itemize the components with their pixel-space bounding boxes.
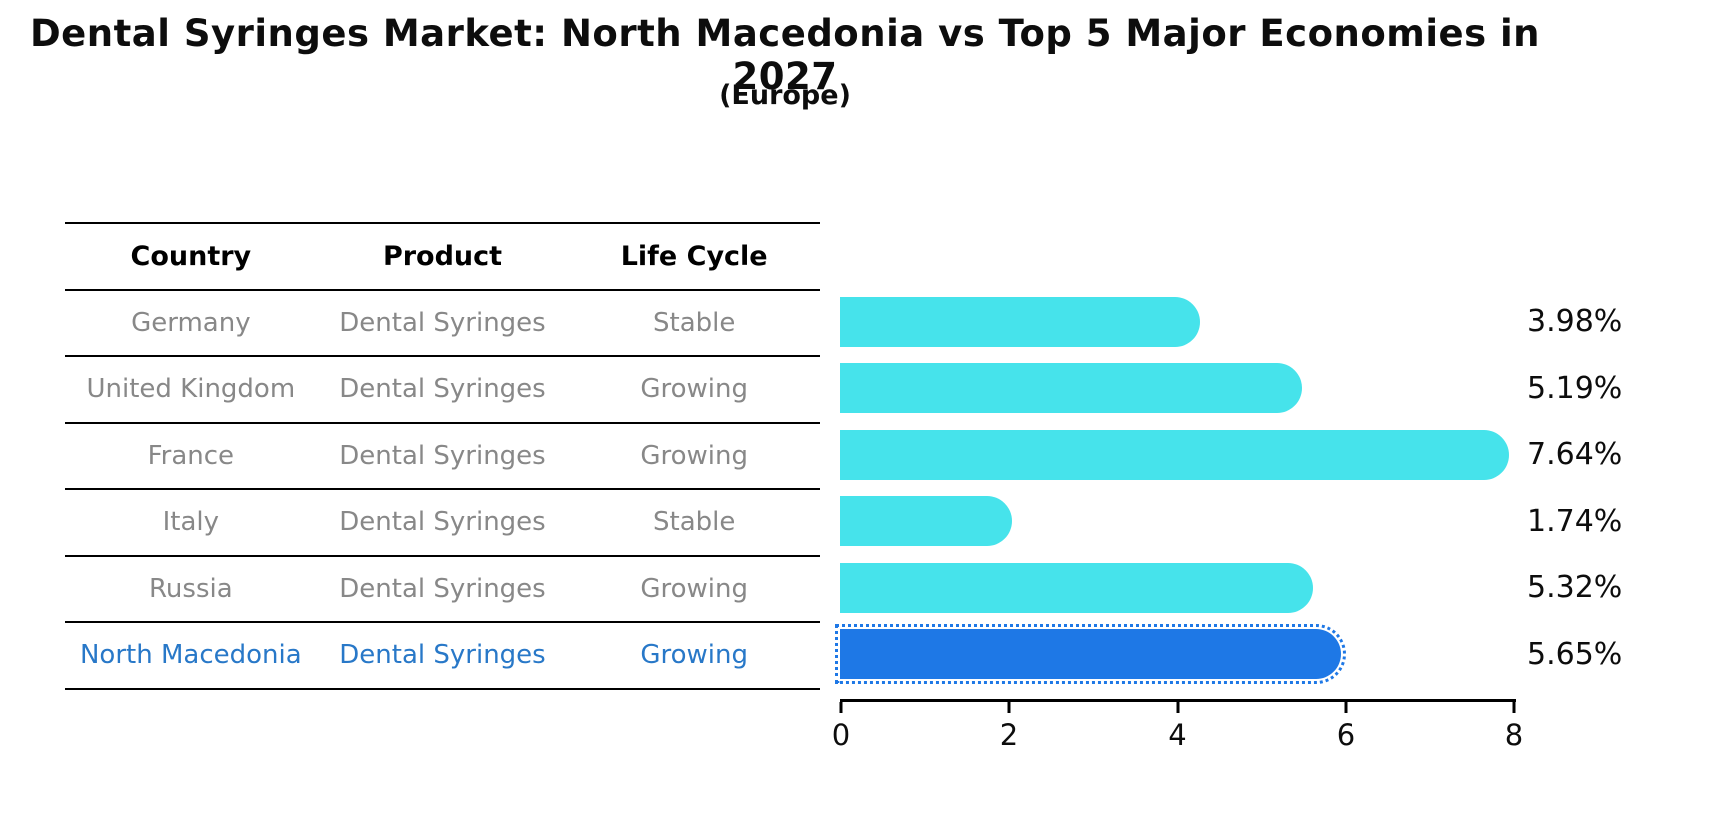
- value-label: 3.98%: [1527, 304, 1623, 340]
- table-row-france: France Dental Syringes Growing: [65, 424, 820, 490]
- bar: [840, 562, 1314, 613]
- x-axis-tick-label: 8: [1504, 718, 1524, 752]
- cell-life-cycle: Growing: [640, 374, 748, 405]
- cell-country: Russia: [149, 573, 233, 604]
- value-label: 5.32%: [1527, 570, 1623, 606]
- bar-row-russia: 5.32%: [840, 555, 1700, 622]
- table-row-germany: Germany Dental Syringes Stable: [65, 291, 820, 357]
- x-axis-tick: [1512, 702, 1516, 713]
- cell-country: Italy: [162, 507, 220, 538]
- table-header-row: Country Product Life Cycle: [65, 222, 820, 291]
- bar-row-france: 7.64%: [840, 422, 1700, 489]
- x-axis-tick-label: 0: [831, 718, 851, 752]
- cell-product: Dental Syringes: [339, 307, 546, 338]
- page-title: Dental Syringes Market: North Macedonia …: [29, 12, 1541, 98]
- table-row-russia: Russia Dental Syringes Growing: [65, 557, 820, 623]
- x-axis-tick: [1176, 702, 1179, 713]
- bar-highlighted: [835, 624, 1346, 684]
- column-header-life-cycle: Life Cycle: [620, 240, 768, 272]
- x-axis-tick-label: 6: [1336, 718, 1356, 752]
- bar-row-united-kingdom: 5.19%: [840, 355, 1700, 422]
- cell-product: Dental Syringes: [339, 440, 546, 471]
- cell-life-cycle: Growing: [640, 440, 748, 471]
- cell-country: North Macedonia: [79, 640, 302, 671]
- column-header-country: Country: [130, 240, 252, 272]
- data-table: Country Product Life Cycle Germany Denta…: [65, 222, 820, 690]
- cell-country: France: [147, 440, 235, 471]
- bar: [840, 429, 1509, 480]
- page-subtitle: (Europe): [719, 80, 851, 111]
- x-axis-tick: [839, 702, 843, 713]
- bar: [840, 496, 1012, 546]
- value-label: 7.64%: [1527, 437, 1623, 473]
- cell-life-cycle: Stable: [653, 307, 736, 338]
- cell-country: United Kingdom: [86, 374, 296, 405]
- bar: [840, 296, 1201, 347]
- cell-country: Germany: [131, 307, 251, 338]
- bar-row-italy: 1.74%: [840, 488, 1700, 555]
- table-row-north-macedonia: North Macedonia Dental Syringes Growing: [65, 623, 820, 690]
- cell-life-cycle: Stable: [653, 507, 736, 538]
- column-header-product: Product: [382, 240, 503, 272]
- cell-product: Dental Syringes: [339, 374, 546, 405]
- value-label: 5.65%: [1527, 636, 1623, 672]
- cell-life-cycle: Growing: [640, 640, 748, 671]
- table-row-italy: Italy Dental Syringes Stable: [65, 490, 820, 557]
- bar-chart: 3.98% 5.19% 7.64% 1.74% 5.32% 5.65%: [835, 289, 1700, 688]
- cell-product: Dental Syringes: [339, 507, 546, 538]
- value-label: 5.19%: [1527, 370, 1623, 406]
- x-axis-tick-label: 2: [999, 718, 1019, 752]
- x-axis-tick: [1344, 702, 1348, 713]
- bar-row-north-macedonia: 5.65%: [835, 621, 1700, 688]
- bar: [840, 363, 1303, 413]
- value-label: 1.74%: [1527, 503, 1623, 539]
- cell-product: Dental Syringes: [339, 573, 546, 604]
- x-axis: 0 2 4 6 8: [832, 699, 1523, 752]
- cell-life-cycle: Growing: [640, 573, 748, 604]
- x-axis-tick: [1007, 702, 1011, 713]
- x-axis-tick-label: 4: [1168, 718, 1187, 752]
- table-row-united-kingdom: United Kingdom Dental Syringes Growing: [65, 357, 820, 424]
- cell-product: Dental Syringes: [339, 640, 546, 671]
- bar-row-germany: 3.98%: [840, 289, 1700, 356]
